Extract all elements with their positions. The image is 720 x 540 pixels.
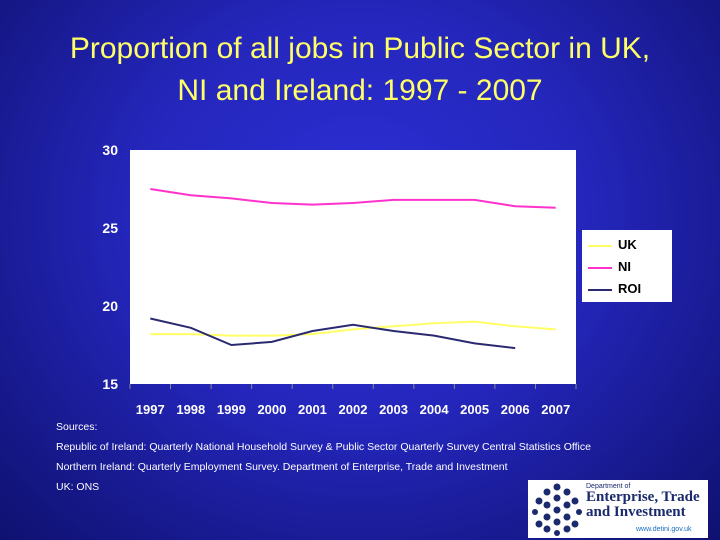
series-line-ni <box>150 188 556 209</box>
series-line-roi <box>150 317 516 350</box>
source-ni: Northern Ireland: Quarterly Employment S… <box>56 461 508 473</box>
x-tick-label: 2005 <box>460 402 489 417</box>
source-uk: UK: ONS <box>56 481 100 493</box>
title-line-2: NI and Ireland: 1997 - 2007 <box>177 74 543 107</box>
x-tick-label: 2001 <box>298 402 327 417</box>
x-tick-label: 2006 <box>501 402 530 417</box>
plot-area <box>130 150 576 384</box>
logo-small-text: Department of <box>586 483 631 490</box>
legend-swatch-roi <box>588 289 612 291</box>
deti-logo: Department of Enterprise, Trade and Inve… <box>528 480 708 538</box>
logo-url: www.detini.gov.uk <box>636 526 692 533</box>
legend-label-roi: ROI <box>618 281 642 296</box>
legend-label-ni: NI <box>618 259 631 274</box>
x-tick-label: 2007 <box>541 402 570 417</box>
title-line-1: Proportion of all jobs in Public Sector … <box>69 32 651 65</box>
y-tick-label: 15 <box>102 376 118 392</box>
series-group <box>150 188 556 350</box>
legend-item-uk: UK <box>588 236 672 256</box>
x-tick-label: 1997 <box>136 402 165 417</box>
logo-dots-icon <box>532 483 582 536</box>
logo-title: Enterprise, Trade and Investment <box>586 490 700 520</box>
legend-item-roi: ROI <box>588 280 672 300</box>
x-tick-label: 2003 <box>379 402 408 417</box>
legend-item-ni: NI <box>588 258 672 278</box>
x-tick-label: 1998 <box>176 402 205 417</box>
chart-title: Proportion of all jobs in Public Sector … <box>20 28 700 112</box>
chart-legend: UK NI ROI <box>582 230 672 302</box>
legend-swatch-ni <box>588 267 612 269</box>
legend-label-uk: UK <box>618 237 637 252</box>
legend-swatch-uk <box>588 245 612 247</box>
logo-line-1: Enterprise, Trade <box>586 489 700 505</box>
y-axis: 15 20 25 30 <box>102 142 118 392</box>
x-axis: 1997 1998 1999 2000 2001 2002 2003 2004 2005 2006… <box>129 384 577 417</box>
y-tick-label: 25 <box>102 220 118 236</box>
y-tick-label: 20 <box>102 298 118 314</box>
x-tick-label: 1999 <box>217 402 246 417</box>
x-tick-label: 2002 <box>339 402 368 417</box>
x-tick-label: 2000 <box>257 402 286 417</box>
series-line-uk <box>150 320 556 337</box>
logo-line-2: and Investment <box>586 504 686 520</box>
sources-block: Sources: Republic of Ireland: Quarterly … <box>56 420 656 500</box>
source-roi: Republic of Ireland: Quarterly National … <box>56 441 591 453</box>
x-tick-label: 2004 <box>420 402 450 417</box>
sources-heading: Sources: <box>56 421 98 433</box>
y-tick-label: 30 <box>102 142 118 158</box>
